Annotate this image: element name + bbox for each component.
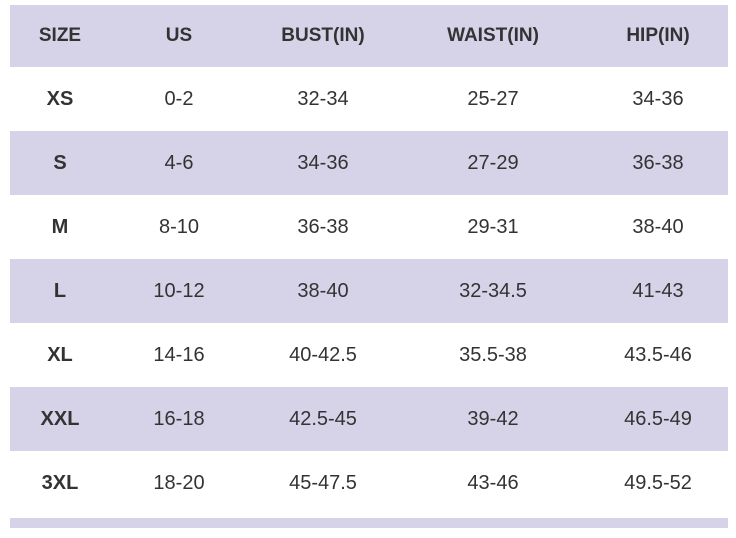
table-cell: 36-38 <box>297 215 349 238</box>
table-cell: 16-18 <box>153 407 205 430</box>
table-cell: 46.5-49 <box>624 407 692 430</box>
header-row: SIZE US BUST(IN) WAIST(IN) HIP(IN) <box>10 5 728 67</box>
size-label: M <box>51 215 69 238</box>
table-cell: 4-6 <box>164 151 194 174</box>
size-label: L <box>53 279 67 302</box>
column-header: HIP(IN) <box>626 25 690 46</box>
table-cell: 35.5-38 <box>459 343 527 366</box>
size-label: XXL <box>40 407 80 430</box>
table-cell: 14-16 <box>153 343 205 366</box>
column-header: WAIST(IN) <box>447 25 539 46</box>
table-cell: 39-42 <box>467 407 519 430</box>
table-cell: 32-34.5 <box>459 279 527 302</box>
table-row: 3XL 18-20 45-47.5 43-46 49.5-52 <box>10 451 728 515</box>
table-cell: 10-12 <box>153 279 205 302</box>
table-cell: 43-46 <box>467 471 519 494</box>
bottom-stripe <box>10 518 728 528</box>
table-cell: 34-36 <box>297 151 349 174</box>
column-header: US <box>165 25 193 46</box>
table-cell: 45-47.5 <box>289 471 357 494</box>
column-header: BUST(IN) <box>281 25 365 46</box>
table-row: L 10-12 38-40 32-34.5 41-43 <box>10 259 728 323</box>
table-row: XL 14-16 40-42.5 35.5-38 43.5-46 <box>10 323 728 387</box>
size-label: XL <box>47 343 73 366</box>
table-row: XXL 16-18 42.5-45 39-42 46.5-49 <box>10 387 728 451</box>
table-cell: 38-40 <box>297 279 349 302</box>
table-cell: 36-38 <box>632 151 684 174</box>
table-cell: 38-40 <box>632 215 684 238</box>
size-label: 3XL <box>41 471 79 494</box>
table-row: M 8-10 36-38 29-31 38-40 <box>10 195 728 259</box>
table-row: XS 0-2 32-34 25-27 34-36 <box>10 67 728 131</box>
table-cell: 49.5-52 <box>624 471 692 494</box>
table-cell: 43.5-46 <box>624 343 692 366</box>
table-cell: 41-43 <box>632 279 684 302</box>
table-cell: 0-2 <box>164 87 194 110</box>
table-cell: 32-34 <box>297 87 349 110</box>
table-row: S 4-6 34-36 27-29 36-38 <box>10 131 728 195</box>
size-label: XS <box>46 87 74 110</box>
table-cell: 42.5-45 <box>289 407 357 430</box>
table-cell: 29-31 <box>467 215 519 238</box>
table-cell: 27-29 <box>467 151 519 174</box>
table-cell: 8-10 <box>158 215 200 238</box>
table-cell: 18-20 <box>153 471 205 494</box>
table-cell: 40-42.5 <box>289 343 357 366</box>
table-cell: 34-36 <box>632 87 684 110</box>
size-chart-table: SIZE US BUST(IN) WAIST(IN) HIP(IN) XS 0-2 32-3… <box>10 5 728 515</box>
size-label: S <box>53 151 67 174</box>
table-cell: 25-27 <box>467 87 519 110</box>
column-header: SIZE <box>38 25 82 46</box>
